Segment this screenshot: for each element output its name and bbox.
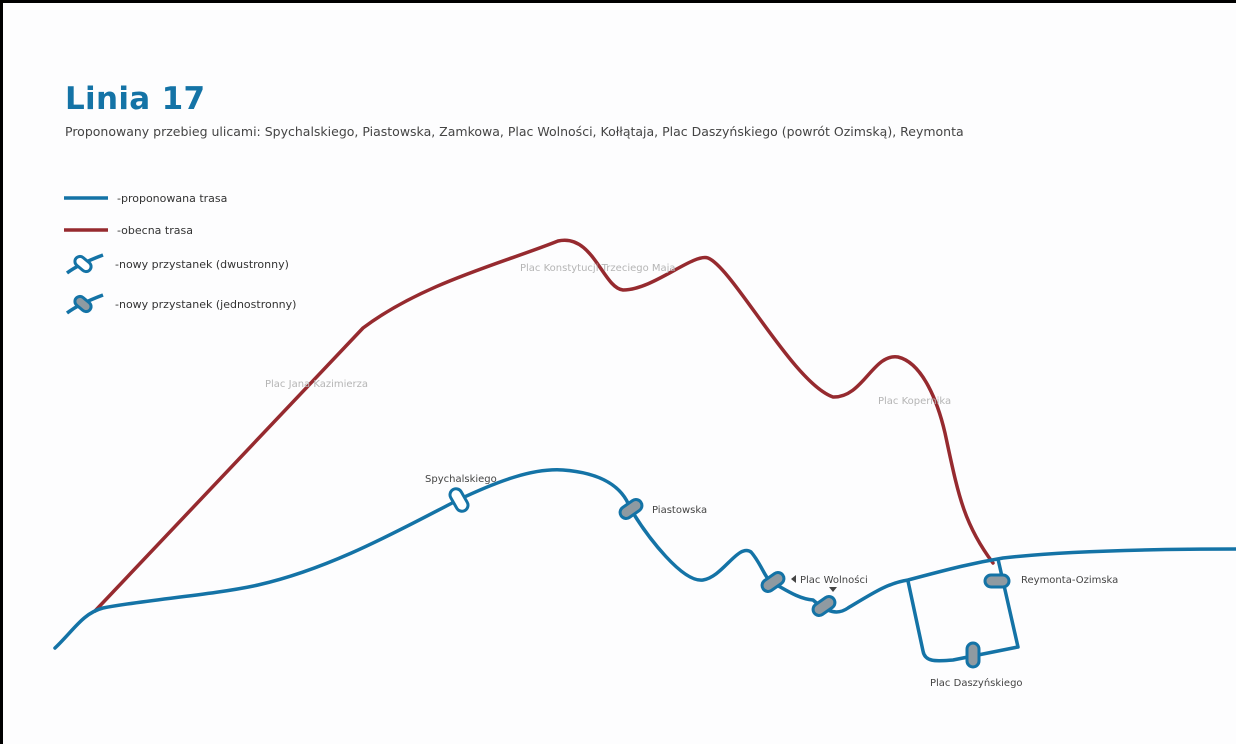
- legend-label: -obecna trasa: [117, 223, 193, 237]
- stop-plac-wolnosci-marker-2[interactable]: [811, 594, 838, 618]
- legend-label: -proponowana trasa: [117, 191, 228, 205]
- page-subtitle: Proponowany przebieg ulicami: Spychalski…: [65, 124, 964, 139]
- place-label-plac-konstytucji: Plac Konstytucji Trzeciego Maja: [520, 263, 676, 274]
- stop-label-spychalskiego: Spychalskiego: [425, 474, 497, 485]
- red-line-swatch: [64, 228, 108, 232]
- stop-label-plac-daszynskiego: Plac Daszyńskiego: [930, 677, 1023, 689]
- legend-label: -nowy przystanek (dwustronny): [115, 257, 289, 271]
- direction-left-icon: [791, 575, 796, 583]
- stop-reymonta-ozimska-marker[interactable]: [983, 573, 1011, 589]
- blue-line-swatch: [64, 196, 108, 200]
- place-label-plac-kopernika: Plac Kopernika: [878, 396, 951, 407]
- place-label-plac-jana-kazimierza: Plac Jana Kazimierza: [265, 379, 368, 390]
- stop-plac-wolnosci-marker-1[interactable]: [760, 570, 787, 594]
- stop-plac-daszynskiego-marker[interactable]: [965, 641, 981, 669]
- stop-label-reymonta-ozimska: Reymonta-Ozimska: [1021, 575, 1118, 586]
- stop-unidirectional-icon: [65, 293, 104, 315]
- route-map: Plac Jana Kazimierza Plac Konstytucji Tr…: [53, 238, 1236, 689]
- stop-label-plac-wolnosci: Plac Wolności: [800, 574, 868, 586]
- legend-item-bidirectional-stop: -nowy przystanek (dwustronny): [65, 253, 289, 275]
- legend-item-unidirectional-stop: -nowy przystanek (jednostronny): [65, 293, 296, 315]
- direction-down-icon: [829, 587, 837, 592]
- page-title: Linia 17: [65, 81, 206, 117]
- current-route-line: [93, 238, 995, 613]
- stop-bidirectional-icon: [65, 253, 104, 275]
- proposed-route-line: [53, 468, 1236, 650]
- stop-label-piastowska: Piastowska: [652, 505, 707, 516]
- legend-label: -nowy przystanek (jednostronny): [115, 297, 297, 311]
- stop-spychalskiego-marker[interactable]: [448, 487, 470, 514]
- legend-item-current-route: -obecna trasa: [63, 219, 193, 241]
- return-loop-line: [906, 558, 1020, 663]
- stop-piastowska-marker[interactable]: [618, 497, 645, 521]
- legend-item-proposed-route: -proponowana trasa: [63, 187, 227, 209]
